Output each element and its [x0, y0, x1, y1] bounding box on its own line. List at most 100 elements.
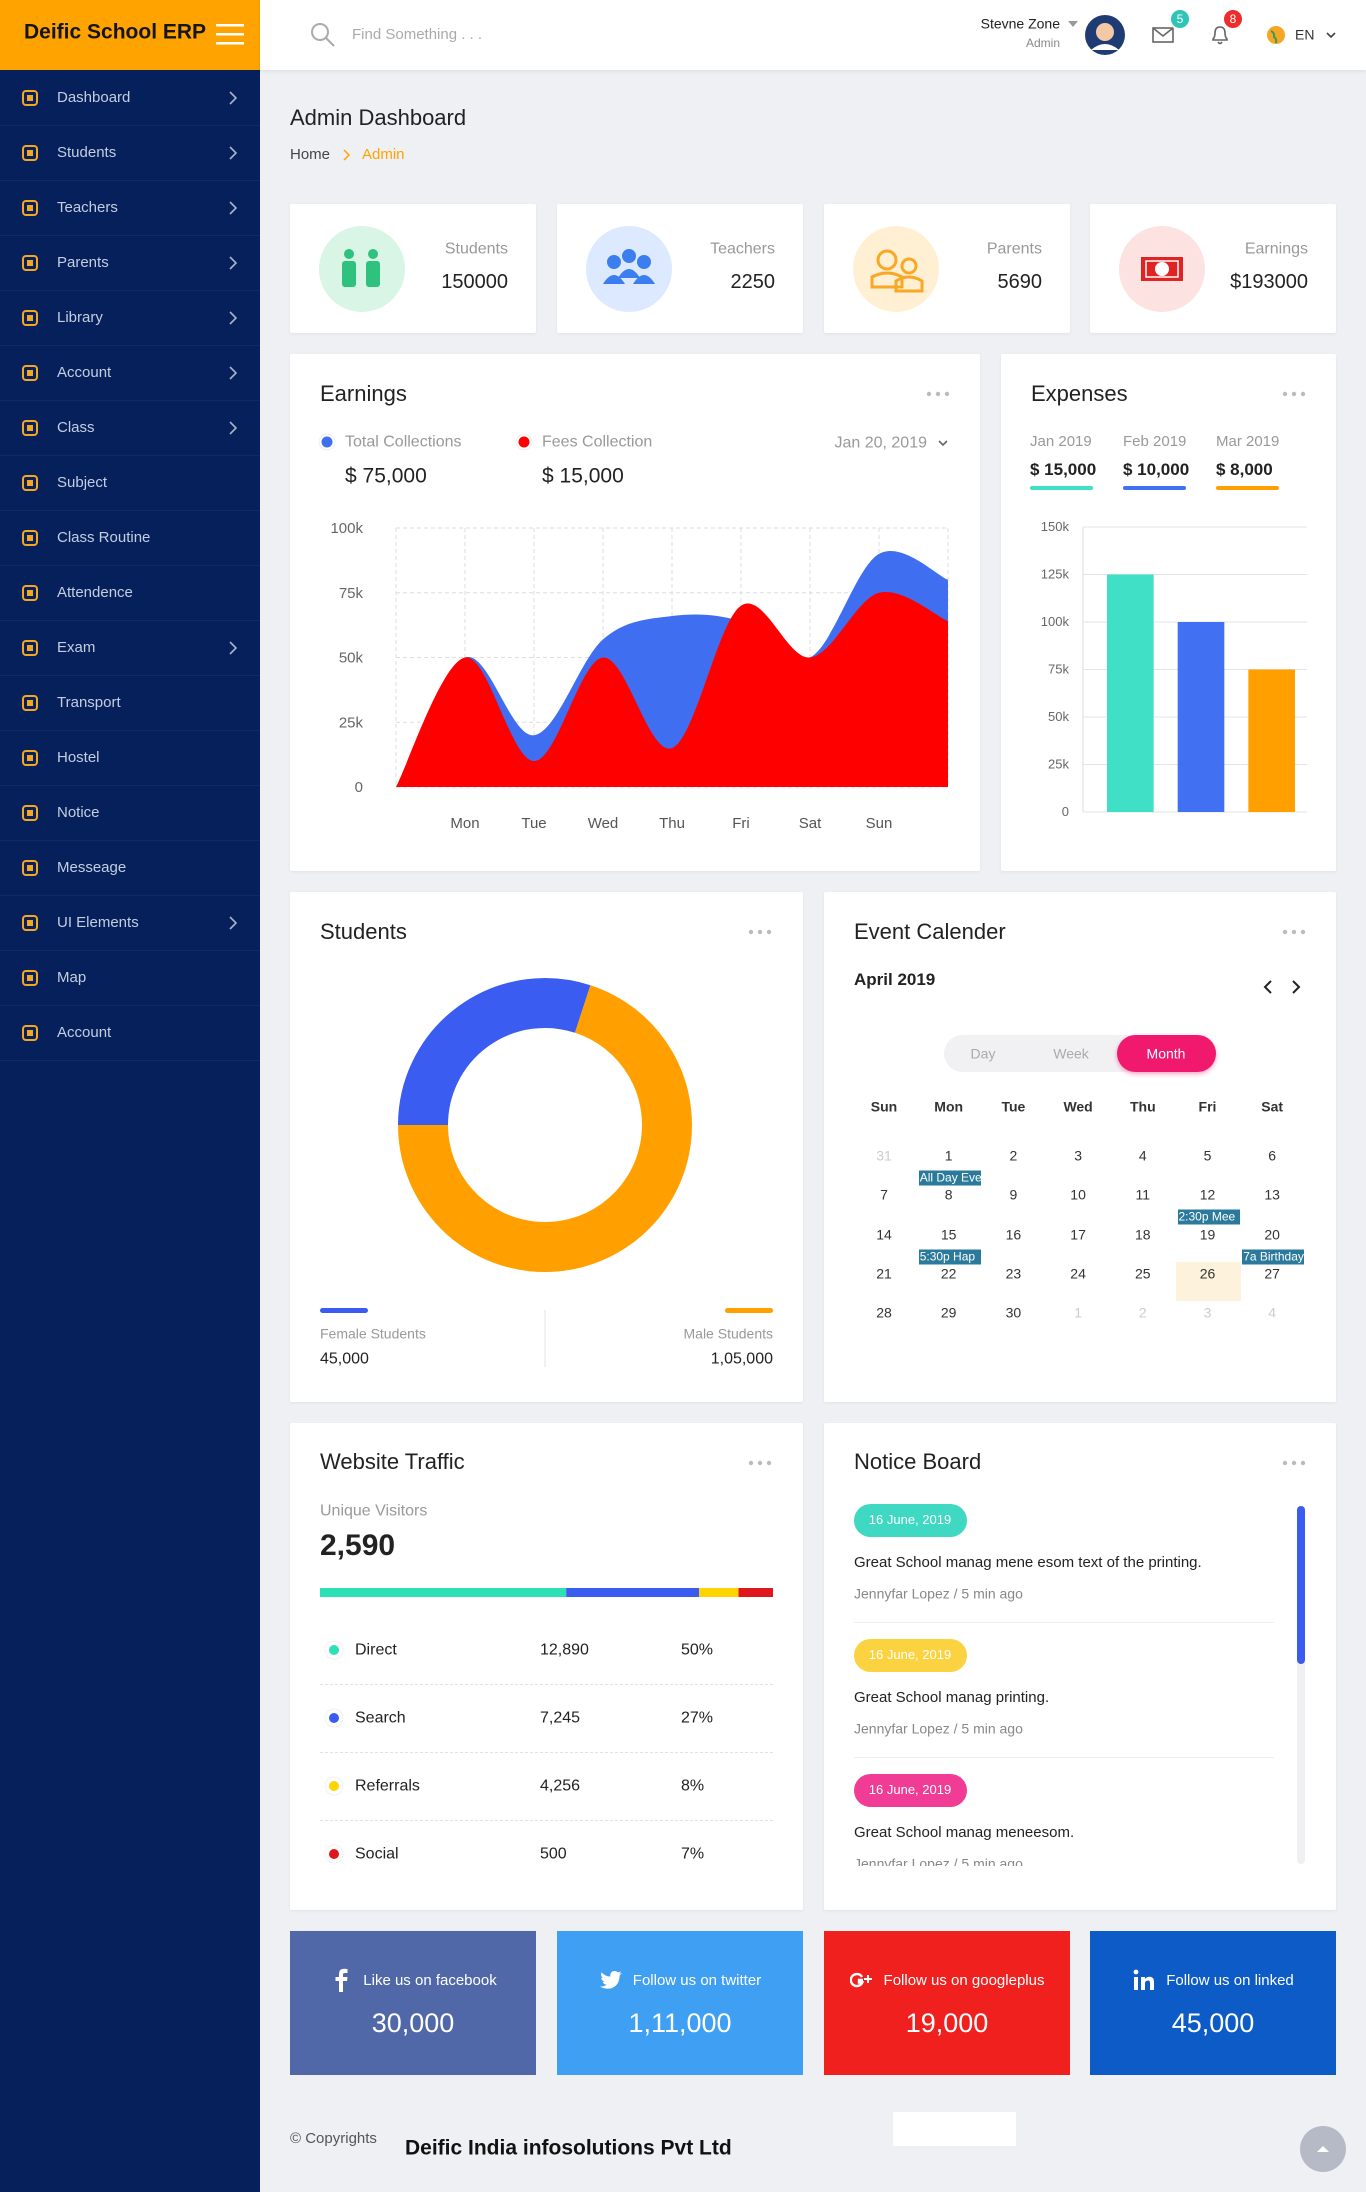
menu-item[interactable]: Hostel — [0, 730, 260, 786]
menu-item[interactable]: Exam — [0, 620, 260, 676]
avatar[interactable] — [1084, 14, 1126, 56]
bar — [1177, 622, 1225, 812]
menu-label: Notice — [57, 804, 100, 821]
menu-chevron — [229, 311, 238, 325]
social-card[interactable]: Follow us on linked 45,000 — [1090, 1931, 1336, 2075]
calendar-day[interactable]: 1 — [1074, 1304, 1082, 1321]
calendar-day[interactable]: 2 — [1138, 1304, 1147, 1321]
menu-item[interactable]: Notice — [0, 785, 260, 841]
calendar-nav[interactable] — [1263, 980, 1301, 994]
calendar-day[interactable]: 13 — [1264, 1186, 1280, 1203]
calendar-day[interactable]: 19 — [1199, 1226, 1216, 1243]
icon-shape — [27, 95, 33, 101]
social-card[interactable]: Follow us on twitter 1,11,000 — [557, 1931, 803, 2075]
menu-item[interactable]: Account — [0, 345, 260, 401]
card-title: Earnings — [320, 380, 407, 406]
calendar-day[interactable]: 11 — [1135, 1186, 1151, 1203]
calendar-day[interactable]: 26 — [1199, 1265, 1216, 1282]
menu-item[interactable]: Parents — [0, 235, 260, 291]
scroll-top[interactable] — [1300, 2126, 1346, 2172]
more-menu[interactable] — [748, 1460, 772, 1466]
calendar-day[interactable]: 6 — [1268, 1147, 1277, 1164]
calendar-day[interactable]: 9 — [1009, 1186, 1018, 1203]
scroll-thumb[interactable] — [1297, 1506, 1305, 1664]
menu-item[interactable]: Messeage — [0, 840, 260, 896]
calendar-day[interactable]: 1 — [944, 1147, 953, 1164]
person-head — [368, 249, 378, 259]
calendar-day[interactable]: 23 — [1005, 1265, 1022, 1282]
menu-item[interactable]: Subject — [0, 455, 260, 511]
view-tab[interactable]: Day — [970, 1045, 996, 1062]
calendar-day[interactable]: 28 — [876, 1304, 892, 1321]
stat-icon — [586, 226, 672, 312]
social-card[interactable]: Follow us on googleplus 19,000 — [824, 1931, 1070, 2075]
menu-item[interactable]: Account — [0, 1005, 260, 1061]
calendar-day[interactable]: 31 — [876, 1147, 892, 1164]
calendar-day[interactable]: 3 — [1203, 1304, 1212, 1321]
prev — [1263, 980, 1272, 994]
x-tick-label: Thu — [659, 815, 685, 832]
menu-chevron — [229, 366, 238, 380]
calendar-day[interactable]: 8 — [944, 1186, 953, 1203]
social-text: Follow us on twitter — [632, 1971, 762, 1989]
calendar-day[interactable]: 7 — [880, 1186, 888, 1203]
badge: 8 — [1222, 8, 1244, 30]
stat-label: Students — [444, 240, 508, 258]
view-tab[interactable]: Month — [1146, 1045, 1186, 1062]
calendar-day[interactable]: 5 — [1203, 1147, 1212, 1164]
menu-icon — [22, 585, 38, 601]
calendar-day[interactable]: 21 — [876, 1265, 892, 1282]
calendar-day[interactable]: 27 — [1264, 1265, 1280, 1282]
calendar-day[interactable]: 17 — [1070, 1226, 1086, 1243]
envelope — [1152, 27, 1174, 43]
y-tick-label: 50k — [1048, 709, 1069, 724]
search-input[interactable]: Find Something . . . — [352, 26, 483, 43]
more-menu[interactable] — [926, 391, 950, 397]
menu-item[interactable]: Class Routine — [0, 510, 260, 566]
calendar-day[interactable]: 4 — [1138, 1147, 1147, 1164]
menu-item[interactable]: Dashboard — [0, 70, 260, 126]
calendar-day[interactable]: 4 — [1268, 1304, 1277, 1321]
menu-item[interactable]: Transport — [0, 675, 260, 731]
calendar-day[interactable]: 12 — [1199, 1186, 1216, 1203]
calendar-event: 5:30p Hap — [918, 1249, 981, 1265]
menu-item[interactable]: Attendence — [0, 565, 260, 621]
y-tick-label: 125k — [1041, 567, 1070, 582]
calendar-day[interactable]: 24 — [1070, 1265, 1086, 1282]
menu-item[interactable]: UI Elements — [0, 895, 260, 951]
menu-item[interactable]: Students — [0, 125, 260, 181]
calendar-day[interactable]: 29 — [940, 1304, 957, 1321]
language[interactable]: EN — [1295, 26, 1315, 43]
more-menu[interactable] — [1282, 929, 1306, 935]
calendar-day[interactable]: 2 — [1009, 1147, 1018, 1164]
calendar-day[interactable]: 20 — [1264, 1226, 1280, 1243]
menu-item[interactable]: Teachers — [0, 180, 260, 236]
view-tab[interactable]: Week — [1053, 1045, 1089, 1062]
menu-item[interactable]: Library — [0, 290, 260, 346]
badge: 5 — [1169, 8, 1191, 30]
menu-toggle[interactable] — [216, 24, 244, 46]
calendar-day[interactable]: 3 — [1074, 1147, 1082, 1164]
icon-shape — [27, 480, 33, 486]
search-icon — [311, 23, 335, 47]
calendar-day[interactable]: 10 — [1070, 1186, 1086, 1203]
calendar-day[interactable]: 18 — [1135, 1226, 1151, 1243]
icon-bg — [319, 226, 405, 312]
calendar-day[interactable]: 15 — [940, 1226, 957, 1243]
calendar-day[interactable]: 22 — [940, 1265, 957, 1282]
more-menu[interactable] — [1282, 391, 1306, 397]
menu-item[interactable]: Map — [0, 950, 260, 1006]
date-filter[interactable]: Jan 20, 2019 — [834, 434, 927, 452]
calendar-day[interactable]: 30 — [1005, 1304, 1022, 1321]
card-title: Notice Board — [854, 1448, 982, 1474]
calendar-day[interactable]: 25 — [1135, 1265, 1151, 1282]
person-body — [894, 275, 924, 293]
more-menu[interactable] — [1282, 1460, 1306, 1466]
icon-shape — [22, 420, 38, 436]
menu-item[interactable]: Class — [0, 400, 260, 456]
calendar-day[interactable]: 16 — [1005, 1226, 1022, 1243]
more-menu[interactable] — [748, 929, 772, 935]
social-card[interactable]: Like us on facebook 30,000 — [290, 1931, 536, 2075]
calendar-day[interactable]: 14 — [876, 1226, 892, 1243]
icon-shape — [27, 590, 33, 596]
